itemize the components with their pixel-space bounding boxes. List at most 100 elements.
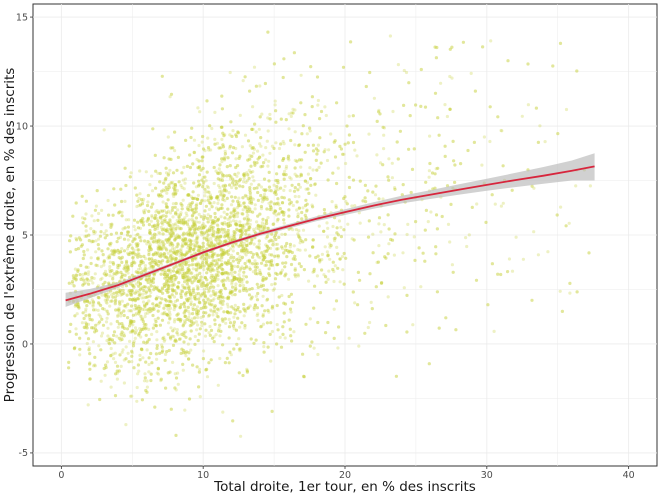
data-point (165, 312, 169, 316)
data-point (298, 174, 302, 179)
data-point (211, 229, 215, 233)
data-point (300, 217, 304, 221)
data-point (311, 168, 315, 172)
data-point (163, 246, 167, 250)
data-point (312, 346, 316, 350)
data-point (282, 177, 286, 181)
data-point (247, 228, 251, 232)
data-point (166, 259, 170, 263)
data-point (236, 251, 240, 256)
data-point (250, 196, 254, 200)
data-point (108, 253, 112, 257)
data-point (185, 278, 189, 282)
data-point (294, 228, 298, 232)
data-point (126, 316, 130, 320)
data-point (163, 284, 167, 288)
data-point (322, 273, 326, 277)
data-point (182, 302, 186, 306)
data-point (158, 323, 162, 327)
data-point (153, 258, 157, 263)
data-point (288, 327, 292, 331)
data-point (168, 218, 172, 222)
data-point (88, 362, 92, 366)
data-point (412, 147, 416, 151)
data-point (220, 252, 224, 256)
data-point (288, 245, 292, 249)
data-point (200, 323, 204, 328)
data-point (102, 128, 106, 132)
data-point (254, 226, 258, 230)
data-point (536, 140, 541, 144)
data-point (169, 92, 174, 96)
data-point (218, 334, 222, 338)
data-point (216, 224, 220, 228)
data-point (196, 249, 200, 253)
data-point (198, 183, 202, 187)
data-point (256, 224, 260, 228)
data-point (106, 256, 110, 260)
data-point (263, 309, 267, 313)
data-point (396, 157, 400, 161)
data-point (92, 231, 96, 235)
data-point (167, 238, 171, 242)
data-point (351, 290, 355, 294)
data-point (246, 227, 250, 231)
data-point (238, 184, 242, 188)
data-point (282, 157, 286, 161)
data-point (129, 297, 133, 302)
data-point (414, 220, 418, 224)
data-point (211, 279, 215, 283)
data-point (239, 204, 243, 208)
data-point (164, 246, 168, 250)
data-point (195, 220, 199, 224)
data-point (94, 323, 98, 327)
data-point (206, 213, 210, 217)
data-point (254, 294, 258, 298)
data-point (235, 227, 239, 231)
data-point (270, 239, 275, 243)
data-point (303, 113, 307, 117)
data-point (335, 101, 339, 105)
data-point (149, 260, 153, 264)
data-point (221, 299, 225, 303)
data-point (111, 262, 116, 266)
data-point (142, 285, 146, 289)
data-point (235, 227, 239, 231)
data-point (230, 282, 234, 286)
data-point (319, 161, 323, 165)
data-point (188, 270, 192, 274)
data-point (93, 230, 97, 234)
data-point (292, 51, 296, 55)
data-point (206, 195, 210, 199)
data-point (347, 133, 351, 137)
data-point (201, 166, 205, 170)
data-point (176, 268, 180, 272)
data-point (267, 179, 271, 183)
data-point (242, 173, 246, 177)
data-point (208, 285, 212, 290)
data-point (223, 361, 227, 365)
data-point (276, 217, 280, 221)
data-point (216, 315, 220, 319)
data-point (136, 372, 140, 376)
data-point (242, 288, 246, 292)
data-point (182, 286, 186, 290)
data-point (187, 288, 192, 292)
data-point (172, 295, 177, 299)
data-point (186, 239, 190, 243)
data-point (164, 166, 168, 170)
data-point (173, 300, 177, 304)
data-point (251, 151, 256, 155)
data-point (165, 227, 169, 231)
data-point (332, 140, 336, 144)
data-point (114, 231, 119, 235)
data-point (181, 368, 185, 372)
data-point (244, 286, 248, 291)
data-point (102, 231, 106, 235)
data-point (96, 256, 100, 261)
data-point (88, 377, 92, 381)
data-point (224, 233, 228, 238)
data-point (168, 306, 172, 310)
data-point (75, 238, 79, 242)
data-point (201, 134, 205, 139)
